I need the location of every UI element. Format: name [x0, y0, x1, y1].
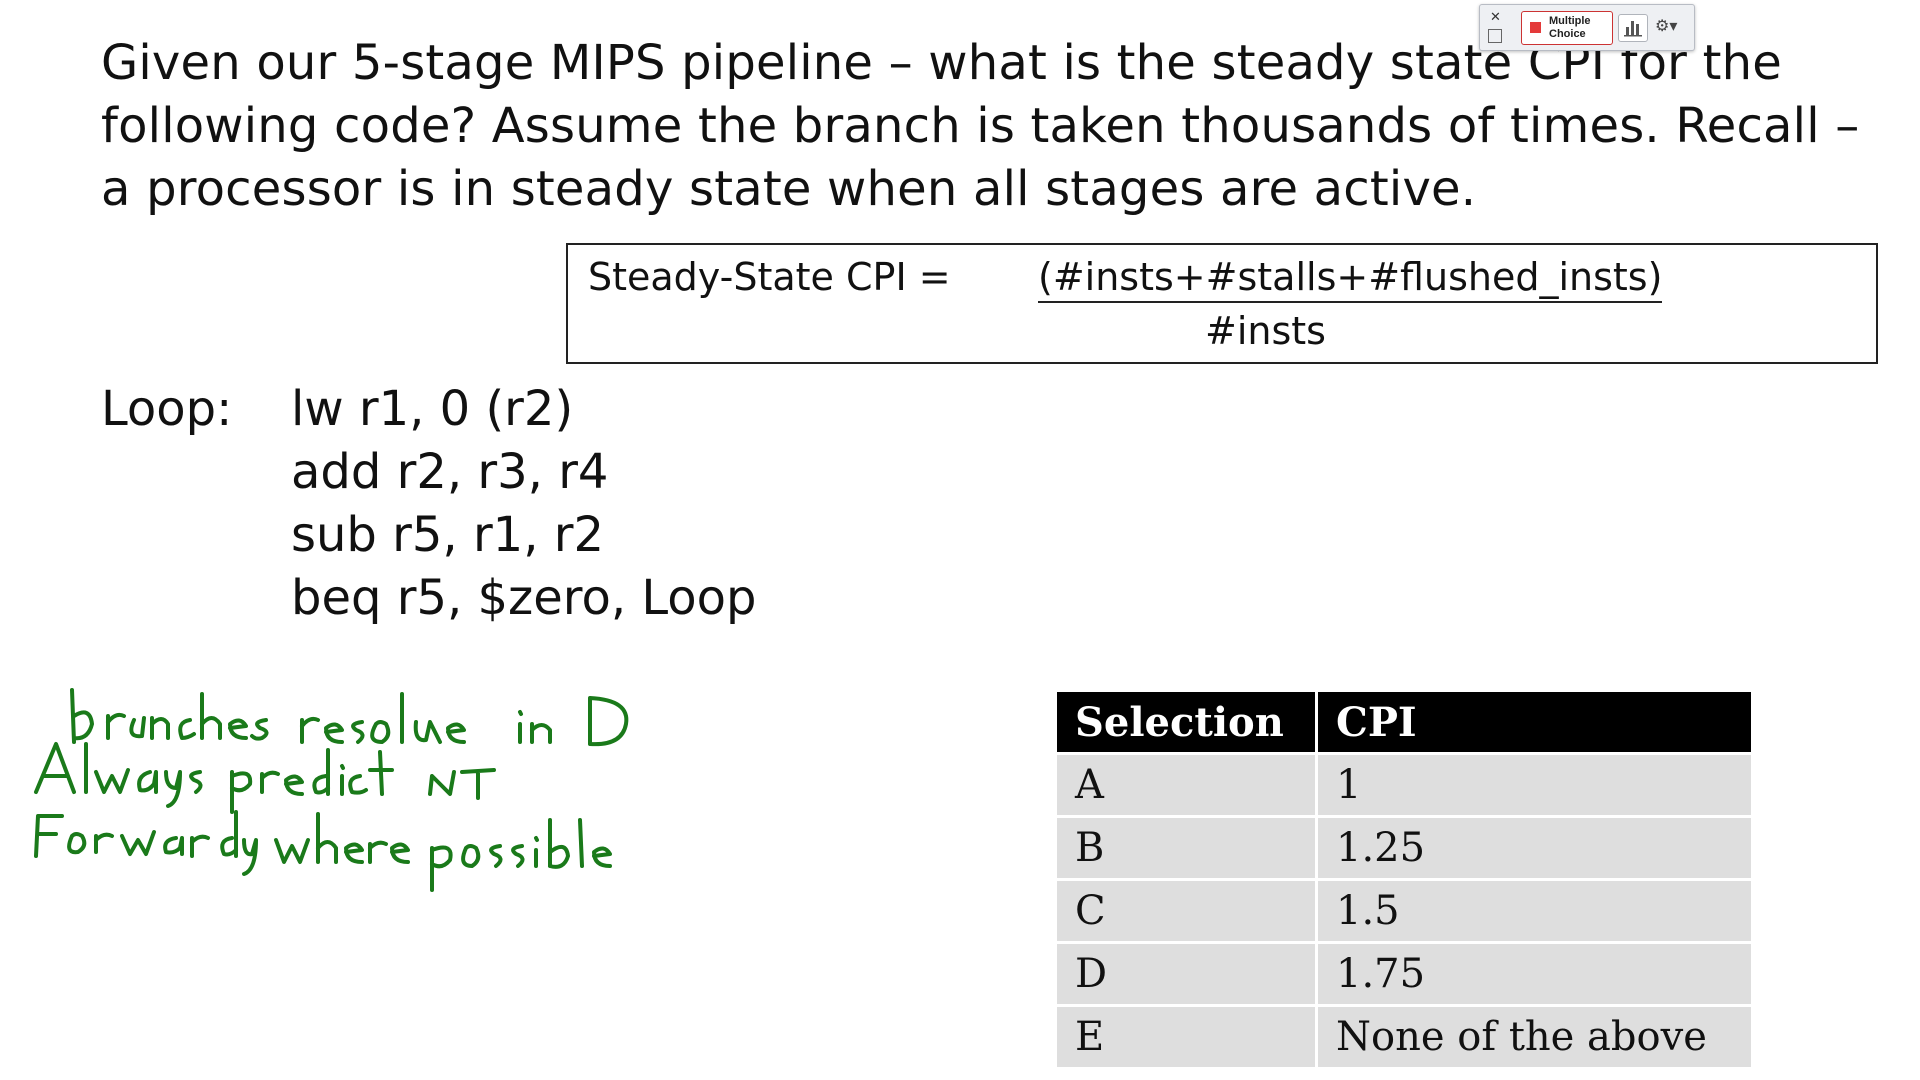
ink-stroke-branches — [70, 688, 269, 744]
selection-cell: E — [1057, 1004, 1318, 1067]
table-row: D 1.75 — [1057, 941, 1754, 1006]
code-line: sub r5, r1, r2 — [291, 507, 605, 563]
cpi-cell: 1.5 — [1316, 878, 1754, 943]
selection-cell: C — [1057, 878, 1318, 943]
ink-stroke-D — [588, 696, 629, 747]
header-cpi: CPI — [1316, 692, 1754, 754]
cpi-cell: 1.75 — [1316, 941, 1754, 1006]
cpi-cell: 1.25 — [1316, 815, 1754, 880]
ink-stroke-forwarding — [34, 810, 258, 876]
selection-cell: B — [1057, 815, 1318, 880]
code-line: beq r5, $zero, Loop — [291, 570, 757, 626]
ink-stroke-where — [274, 812, 410, 864]
poll-toolbar: ✕ Multiple Choice ⚙▾ — [1479, 4, 1695, 51]
popout-icon[interactable] — [1488, 29, 1502, 43]
code-loop-label: Loop: — [101, 381, 233, 437]
question-text: Given our 5-stage MIPS pipeline – what i… — [101, 35, 1860, 217]
stop-icon — [1530, 22, 1541, 33]
header-selection: Selection — [1057, 692, 1318, 754]
ink-stroke-predict — [230, 748, 394, 814]
ink-stroke-always — [34, 742, 203, 808]
ink-stroke-in — [518, 710, 552, 744]
selection-cell: D — [1057, 941, 1318, 1006]
table-header-row: Selection CPI — [1057, 692, 1754, 754]
code-line: lw r1, 0 (r2) — [291, 381, 574, 437]
multiple-choice-button[interactable]: Multiple Choice — [1521, 11, 1613, 45]
ink-stroke-NT — [428, 768, 496, 800]
selection-cell: A — [1057, 752, 1318, 817]
gear-icon[interactable]: ⚙▾ — [1655, 18, 1678, 35]
bar-chart-glyph — [1624, 21, 1642, 37]
table-row: A 1 — [1057, 752, 1754, 817]
code-lines: lw r1, 0 (r2) add r2, r3, r4 sub r5, r1,… — [291, 378, 756, 630]
close-icon[interactable]: ✕ — [1490, 9, 1501, 24]
cpi-cell: 1 — [1316, 752, 1754, 817]
handwritten-notes — [34, 688, 629, 892]
table-row: E None of the above — [1057, 1004, 1754, 1067]
formula-denominator: #insts — [1205, 309, 1326, 353]
formula-label: Steady-State CPI = — [588, 255, 951, 299]
multiple-choice-label: Multiple Choice — [1549, 15, 1591, 40]
code-line: add r2, r3, r4 — [291, 444, 609, 500]
table-row: C 1.5 — [1057, 878, 1754, 943]
ink-stroke-possible — [430, 818, 612, 892]
cpi-cell: None of the above — [1316, 1004, 1754, 1067]
ink-stroke-resolve — [300, 692, 466, 744]
formula-numerator: (#insts+#stalls+#flushed_insts) — [1038, 255, 1663, 303]
cpi-formula-box: Steady-State CPI = (#insts+#stalls+#flus… — [566, 243, 1878, 364]
table-row: B 1.25 — [1057, 815, 1754, 880]
answer-table: Selection CPI A 1 B 1.25 C 1.5 D 1.75 E … — [1057, 692, 1754, 1067]
bar-chart-icon[interactable] — [1618, 14, 1648, 42]
